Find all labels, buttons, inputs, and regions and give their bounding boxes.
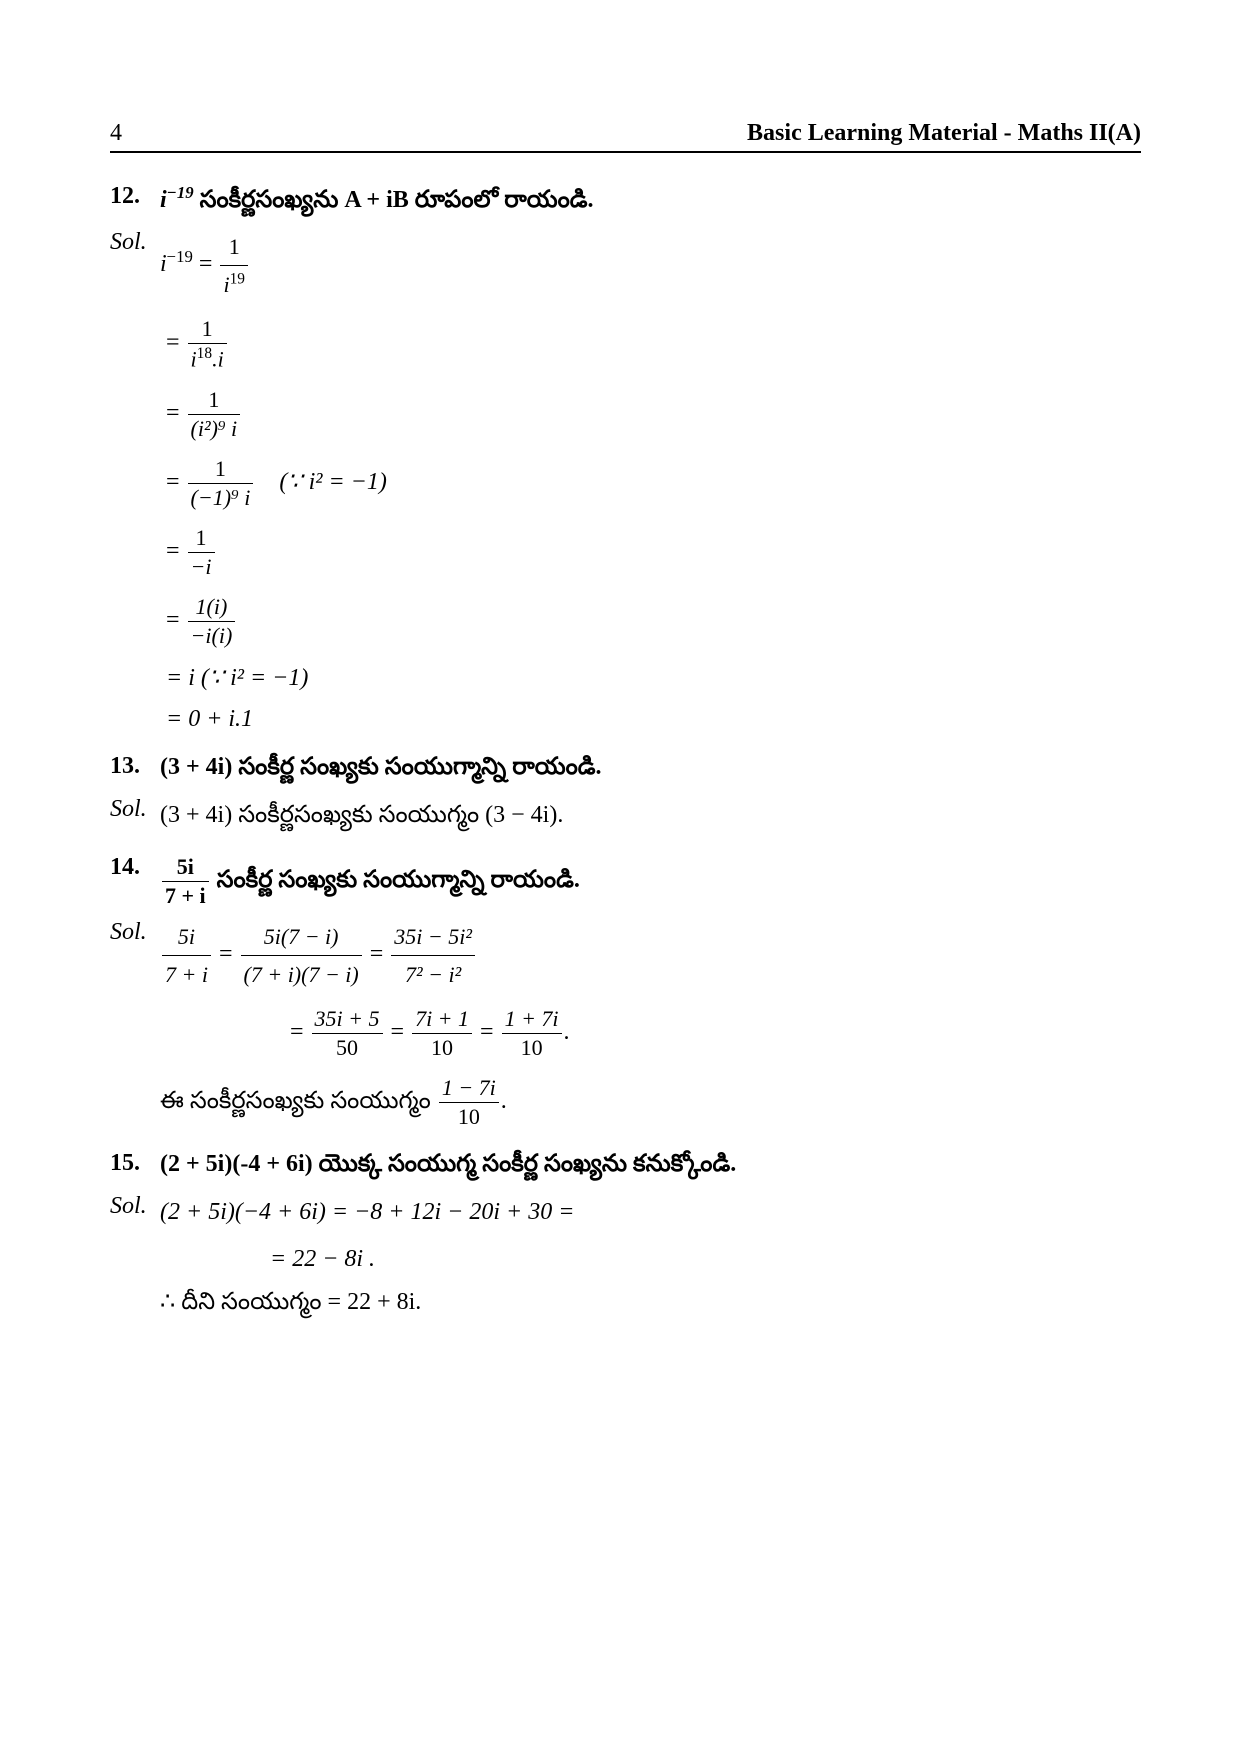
fraction: 35i − 5i² 7² − i² xyxy=(391,919,475,992)
eq-step: = 22 − 8i . xyxy=(110,1246,1141,1273)
fraction: 35i + 5 50 xyxy=(312,1006,383,1061)
fraction: 5i 7 + i xyxy=(162,919,211,992)
fraction: 1 i19 xyxy=(220,229,248,302)
question-13: 13. (3 + 4i) సంకీర్ణ సంఖ్యకు సంయుగ్మాన్న… xyxy=(110,753,1141,786)
fraction: 1 (i²)⁹ i xyxy=(188,387,241,442)
page-number: 4 xyxy=(110,120,122,147)
fraction: 5i(7 − i) (7 + i)(7 − i) xyxy=(241,919,362,992)
question-text: (2 + 5i)(-4 + 6i) యొక్క సంయుగ్మ సంకీర్ణ … xyxy=(160,1150,1141,1183)
question-number: 13. xyxy=(110,753,160,786)
eq-step: ఈ సంకీర్ణసంఖ్యకు సంయుగ్మం 1 − 7i 10 . xyxy=(110,1075,1141,1130)
eq-step: = 1 −i xyxy=(110,525,1141,580)
question-number: 14. xyxy=(110,854,160,909)
solution-12: Sol. i−19 = 1 i19 xyxy=(110,229,1141,302)
fraction: 1 i18.i xyxy=(188,316,227,372)
question-15: 15. (2 + 5i)(-4 + 6i) యొక్క సంయుగ్మ సంకీ… xyxy=(110,1150,1141,1183)
eq-step: = 1(i) −i(i) xyxy=(110,594,1141,649)
sol-body: (3 + 4i) సంకీర్ణసంఖ్యకు సంయుగ్మం (3 − 4i… xyxy=(160,796,1141,834)
question-14: 14. 5i 7 + i సంకీర్ణ సంఖ్యకు సంయుగ్మాన్న… xyxy=(110,854,1141,909)
sol-label: Sol. xyxy=(110,229,160,302)
sol-body: (2 + 5i)(−4 + 6i) = −8 + 12i − 20i + 30 … xyxy=(160,1193,1141,1231)
fraction: 7i + 1 10 xyxy=(412,1006,472,1061)
fraction: 1 −i xyxy=(188,525,215,580)
sol-label: Sol. xyxy=(110,796,160,834)
page-header: 4 Basic Learning Material - Maths II(A) xyxy=(110,120,1141,153)
header-title: Basic Learning Material - Maths II(A) xyxy=(747,120,1141,147)
fraction: 1 (−1)⁹ i xyxy=(188,456,254,511)
sol-body: 5i 7 + i = 5i(7 − i) (7 + i)(7 − i) = 35… xyxy=(160,919,1141,992)
solution-14: Sol. 5i 7 + i = 5i(7 − i) (7 + i)(7 − i)… xyxy=(110,919,1141,992)
eq-step: = 0 + i.1 xyxy=(110,706,1141,733)
question-number: 15. xyxy=(110,1150,160,1183)
question-text: i−19 సంకీర్ణసంఖ్యను A + iB రూపంలో రాయండి… xyxy=(160,183,1141,219)
sol-label: Sol. xyxy=(110,1193,160,1231)
eq-step: = i (∵ i² = −1) xyxy=(110,663,1141,692)
eq-step: = 1 i18.i xyxy=(110,316,1141,372)
sol-label: Sol. xyxy=(110,919,160,992)
fraction: 5i 7 + i xyxy=(162,854,209,909)
eq-step: = 1 (−1)⁹ i (∵ i² = −1) xyxy=(110,456,1141,511)
fraction: 1(i) −i(i) xyxy=(188,594,236,649)
fraction: 1 − 7i 10 xyxy=(439,1075,499,1130)
question-text: (3 + 4i) సంకీర్ణ సంఖ్యకు సంయుగ్మాన్ని రా… xyxy=(160,753,1141,786)
solution-15: Sol. (2 + 5i)(−4 + 6i) = −8 + 12i − 20i … xyxy=(110,1193,1141,1231)
eq-step: = 35i + 5 50 = 7i + 1 10 = 1 + 7i 10 . xyxy=(110,1006,1141,1061)
document-page: 4 Basic Learning Material - Maths II(A) … xyxy=(0,0,1241,1754)
question-text: 5i 7 + i సంకీర్ణ సంఖ్యకు సంయుగ్మాన్ని రా… xyxy=(160,854,1141,909)
eq-step: = 1 (i²)⁹ i xyxy=(110,387,1141,442)
math-expr: i−19 xyxy=(160,187,194,213)
sol-body: i−19 = 1 i19 xyxy=(160,229,1141,302)
eq-step: ∴ దీని సంయుగ్మం = 22 + 8i. xyxy=(110,1287,1141,1321)
question-number: 12. xyxy=(110,183,160,219)
solution-13: Sol. (3 + 4i) సంకీర్ణసంఖ్యకు సంయుగ్మం (3… xyxy=(110,796,1141,834)
form: A + iB xyxy=(344,187,408,213)
question-12: 12. i−19 సంకీర్ణసంఖ్యను A + iB రూపంలో రా… xyxy=(110,183,1141,219)
fraction: 1 + 7i 10 xyxy=(502,1006,562,1061)
